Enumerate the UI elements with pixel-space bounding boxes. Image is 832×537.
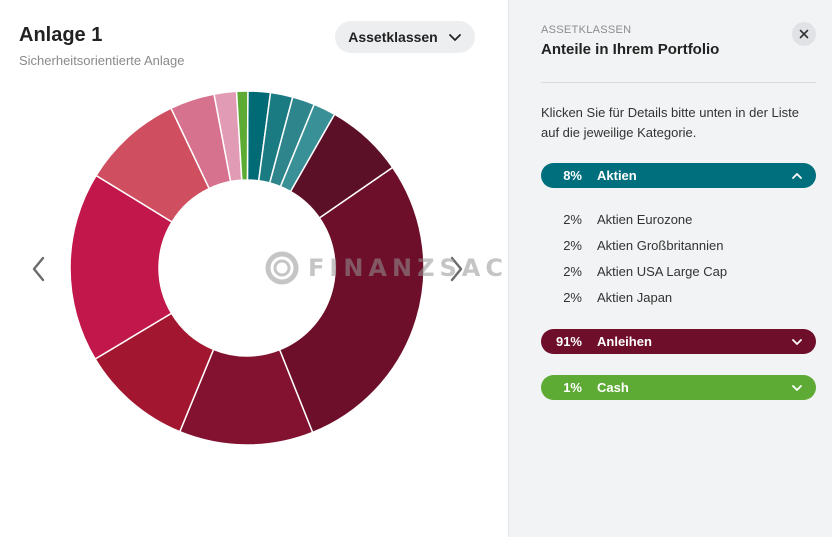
category-percent: 8% — [563, 168, 582, 183]
donut-slice[interactable] — [69, 174, 174, 361]
category-aktien[interactable]: 8% Aktien — [541, 163, 816, 188]
instruction-text: Klicken Sie für Details bitte unten in d… — [541, 105, 799, 140]
assetklassen-dropdown[interactable]: Assetklassen — [335, 21, 475, 53]
close-icon — [799, 29, 809, 39]
item-name: Aktien Japan — [597, 289, 673, 305]
category-anleihen[interactable]: 91% Anleihen — [541, 329, 816, 354]
category-percent: 91% — [555, 334, 582, 349]
item-percent: 2% — [563, 289, 582, 305]
chevron-right-icon[interactable] — [446, 255, 466, 283]
category-cash[interactable]: 1% Cash — [541, 375, 816, 400]
detail-panel: ASSETKLASSEN Anteile in Ihrem Portfolio … — [508, 0, 832, 537]
category-percent: 1% — [563, 380, 582, 395]
item-name: Aktien Eurozone — [597, 211, 693, 227]
chevron-down-icon — [792, 338, 802, 345]
list-item[interactable]: 2% Aktien Japan — [541, 284, 816, 310]
chevron-up-icon — [792, 172, 802, 179]
chevron-down-icon — [792, 384, 802, 391]
aktien-sub-list: 2% Aktien Eurozone 2% Aktien Großbritann… — [541, 206, 816, 310]
page-title: Anlage 1 — [19, 24, 103, 46]
panel-title: Anteile in Ihrem Portfolio — [541, 41, 720, 58]
donut-slice[interactable] — [278, 166, 425, 434]
item-percent: 2% — [563, 211, 582, 227]
close-button[interactable] — [792, 22, 816, 46]
category-name: Anleihen — [597, 334, 652, 349]
item-name: Aktien USA Large Cap — [597, 263, 728, 279]
item-name: Aktien Großbritannien — [597, 237, 724, 253]
list-item[interactable]: 2% Aktien Großbritannien — [541, 232, 816, 258]
chart-area: Anlage 1 Sicherheitsorientierte Anlage A… — [19, 21, 550, 446]
panel-eyebrow: ASSETKLASSEN — [541, 24, 632, 36]
divider — [541, 82, 816, 83]
item-percent: 2% — [563, 237, 582, 253]
chevron-down-icon — [448, 34, 461, 41]
page-subtitle: Sicherheitsorientierte Anlage — [19, 53, 185, 68]
item-percent: 2% — [563, 263, 582, 279]
chevron-left-icon[interactable] — [29, 255, 49, 283]
category-name: Aktien — [597, 168, 637, 183]
dropdown-label: Assetklassen — [348, 29, 438, 45]
list-item[interactable]: 2% Aktien Eurozone — [541, 206, 816, 232]
category-name: Cash — [597, 380, 629, 395]
list-item[interactable]: 2% Aktien USA Large Cap — [541, 258, 816, 284]
donut-chart — [69, 90, 425, 446]
donut-slice[interactable] — [235, 90, 249, 181]
